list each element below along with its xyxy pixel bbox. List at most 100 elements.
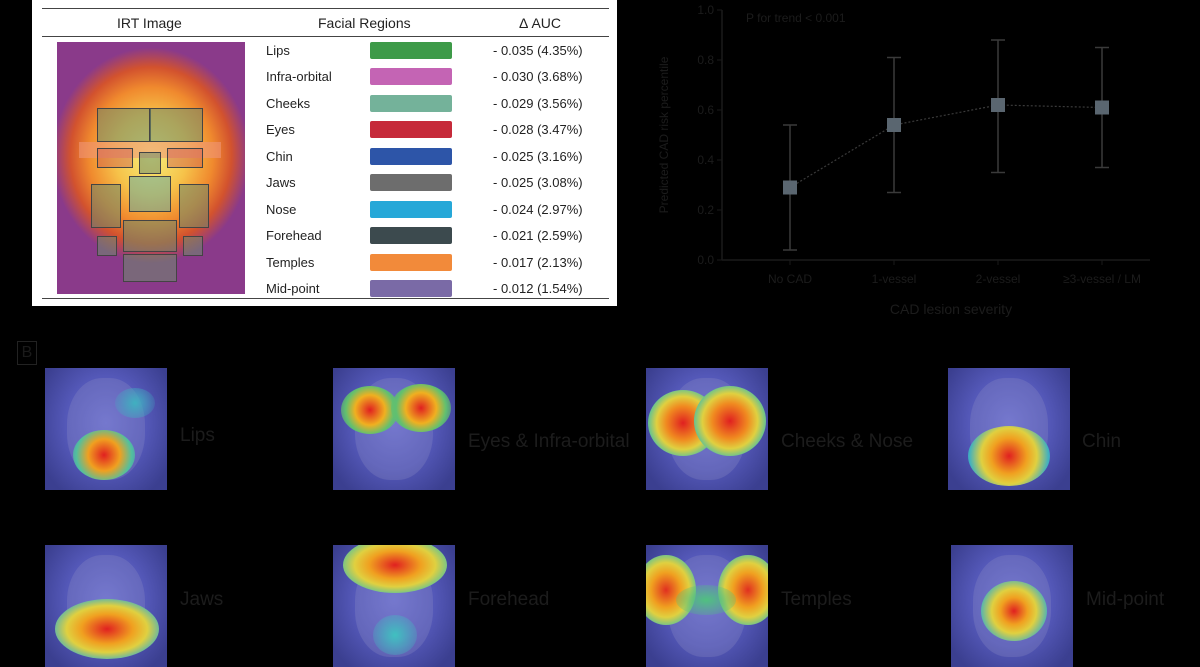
data-point <box>1095 100 1109 115</box>
heatmap-caption: Forehead <box>468 589 550 610</box>
heatmap-caption: Lips <box>180 425 215 446</box>
table-row: Forehead - 0.021 (2.59%) <box>266 227 616 254</box>
activation-spot <box>968 426 1050 486</box>
data-point <box>783 180 797 195</box>
activation-spot <box>341 386 399 434</box>
region-delta-auc: - 0.025 (3.08%) <box>493 175 583 190</box>
region-delta-auc: - 0.025 (3.16%) <box>493 149 583 164</box>
region-box-midpoint <box>139 152 161 174</box>
y-tick-label: 0.2 <box>697 203 714 217</box>
y-tick-label: 0.0 <box>697 253 714 267</box>
x-axis-label: CAD lesion severity <box>890 301 1012 317</box>
panel-b-label: B <box>17 341 37 365</box>
irt-face-image <box>57 42 245 294</box>
data-point <box>991 98 1005 112</box>
header-facial-regions: Facial Regions <box>318 15 411 31</box>
heatmap-caption: Temples <box>781 589 852 610</box>
region-name: Nose <box>266 202 297 217</box>
region-color-swatch <box>370 121 452 138</box>
heatmap-caption: Jaws <box>180 589 224 610</box>
region-box-nose <box>129 176 171 212</box>
region-name: Eyes <box>266 122 295 137</box>
data-point <box>887 118 901 132</box>
heatmap-mid-point <box>951 545 1073 667</box>
heatmap-lips <box>45 368 167 490</box>
region-box-jaw-right <box>183 236 203 256</box>
region-delta-auc: - 0.029 (3.56%) <box>493 96 583 111</box>
region-box-eye-right <box>167 148 203 168</box>
region-delta-auc: - 0.021 (2.59%) <box>493 228 583 243</box>
activation-spot <box>694 386 766 456</box>
header-irt-image: IRT Image <box>117 15 182 31</box>
table-row: Temples - 0.017 (2.13%) <box>266 254 616 281</box>
y-tick-label: 0.6 <box>697 103 714 117</box>
region-color-swatch <box>370 148 452 165</box>
y-tick-label: 0.4 <box>697 153 714 167</box>
heatmap-eyes-infra-orbital <box>333 368 455 490</box>
table-header-rule <box>42 36 609 37</box>
table-row: Nose - 0.024 (2.97%) <box>266 201 616 228</box>
activation-spot <box>343 545 447 593</box>
table-bottom-rule <box>42 298 609 299</box>
region-color-swatch <box>370 42 452 59</box>
table-row: Infra-orbital - 0.030 (3.68%) <box>266 68 616 95</box>
region-color-swatch <box>370 95 452 112</box>
region-box-jaw-left <box>97 236 117 256</box>
y-tick-label: 0.8 <box>697 53 714 67</box>
risk-percentile-chart: 0.0 0.2 0.4 0.6 0.8 1.0 No CAD 1-vessel 2-vessel… <box>657 3 1150 317</box>
heatmap-chin <box>948 368 1070 490</box>
heatmap-temples <box>646 545 768 667</box>
x-tick-label: No CAD <box>768 272 812 286</box>
y-tick-label: 1.0 <box>697 3 714 17</box>
region-color-swatch <box>370 68 452 85</box>
region-box-lips <box>123 220 177 252</box>
activation-spot <box>373 615 417 655</box>
region-box-forehead-right <box>149 108 203 142</box>
heatmap-caption: Chin <box>1082 431 1122 452</box>
region-delta-auc: - 0.030 (3.68%) <box>493 69 583 84</box>
region-band-eyes <box>79 142 221 158</box>
region-color-swatch <box>370 254 452 271</box>
region-name: Chin <box>266 149 293 164</box>
table-row: Chin - 0.025 (3.16%) <box>266 148 616 175</box>
heatmap-jaws <box>45 545 167 667</box>
activation-spot <box>73 430 135 480</box>
region-name: Cheeks <box>266 96 311 111</box>
y-axis-label: Predicted CAD risk percentile <box>657 56 671 213</box>
activation-spot <box>115 388 155 418</box>
region-name: Lips <box>266 43 290 58</box>
region-name: Infra-orbital <box>266 69 332 84</box>
x-tick-label: ≥3-vessel / LM <box>1063 272 1141 286</box>
table-row: Jaws - 0.025 (3.08%) <box>266 174 616 201</box>
region-color-swatch <box>370 227 452 244</box>
region-delta-auc: - 0.024 (2.97%) <box>493 202 583 217</box>
table-row: Mid-point - 0.012 (1.54%) <box>266 280 616 307</box>
region-box-cheek-left <box>91 184 121 228</box>
region-color-swatch <box>370 280 452 297</box>
region-color-swatch <box>370 201 452 218</box>
region-name: Forehead <box>266 228 322 243</box>
region-box-cheek-right <box>179 184 209 228</box>
region-name: Jaws <box>266 175 296 190</box>
region-delta-auc: - 0.035 (4.35%) <box>493 43 583 58</box>
chart-annotation: P for trend < 0.001 <box>746 11 846 25</box>
region-box-forehead-left <box>97 108 151 142</box>
region-table: IRT Image Facial Regions Δ AUC Lips - 0.… <box>32 0 617 306</box>
table-row: Cheeks - 0.029 (3.56%) <box>266 95 616 122</box>
region-name: Temples <box>266 255 315 270</box>
table-row: Lips - 0.035 (4.35%) <box>266 42 616 69</box>
heatmap-caption: Mid-point <box>1086 589 1165 610</box>
x-tick-label: 1-vessel <box>872 272 917 286</box>
region-name: Mid-point <box>266 281 320 296</box>
table-top-rule <box>42 8 609 9</box>
series-line <box>789 104 1103 189</box>
activation-spot <box>981 581 1047 641</box>
heatmap-caption: Cheeks & Nose <box>781 431 914 452</box>
region-delta-auc: - 0.012 (1.54%) <box>493 281 583 296</box>
x-tick-label: 2-vessel <box>976 272 1021 286</box>
region-delta-auc: - 0.028 (3.47%) <box>493 122 583 137</box>
region-color-swatch <box>370 174 452 191</box>
heatmap-cheeks-nose <box>646 368 768 490</box>
table-row: Eyes - 0.028 (3.47%) <box>266 121 616 148</box>
activation-spot <box>391 384 451 432</box>
